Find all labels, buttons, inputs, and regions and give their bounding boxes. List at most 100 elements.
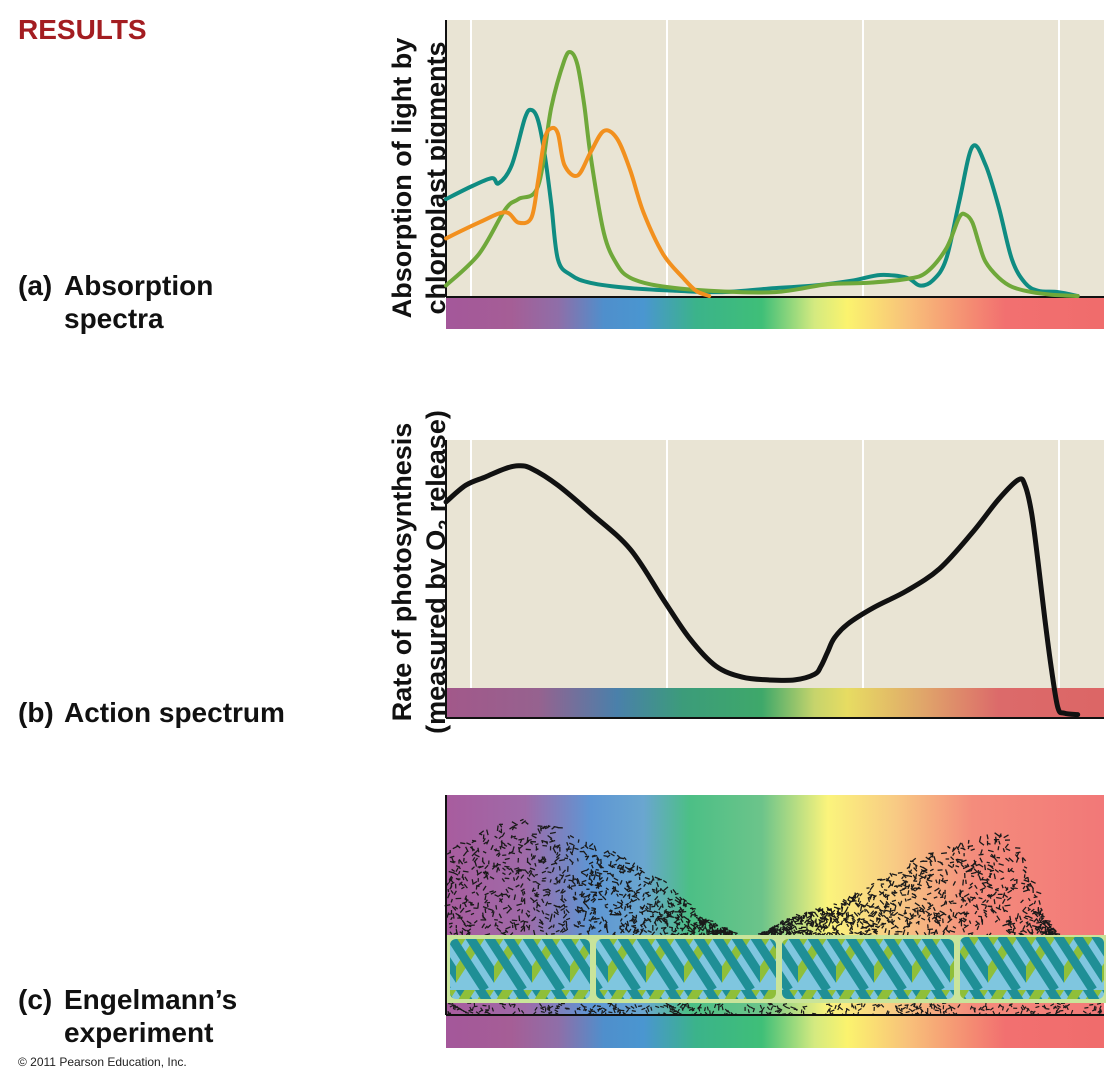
bacterium — [968, 885, 973, 890]
bacterium — [641, 1007, 646, 1011]
bacterium — [935, 915, 938, 921]
bacterium — [540, 1007, 545, 1011]
bacterium — [911, 1009, 916, 1013]
bacterium — [477, 902, 480, 909]
bacterium — [947, 918, 953, 924]
bacterium — [653, 900, 657, 907]
bacterium — [994, 919, 999, 923]
bacterium — [698, 923, 703, 927]
bacterium — [542, 877, 547, 880]
bacterium — [628, 868, 635, 872]
bacterium — [509, 932, 514, 936]
bacterium — [906, 931, 909, 936]
bacterium — [1098, 1005, 1102, 1010]
bacterium — [526, 877, 531, 882]
bacterium — [532, 929, 536, 936]
bacterium — [478, 830, 485, 835]
panel-a-line2: spectra — [64, 303, 164, 334]
bacterium — [520, 874, 525, 879]
bacterium — [986, 861, 990, 864]
bacterium — [709, 920, 714, 923]
bacterium — [650, 878, 654, 884]
bacterium — [505, 926, 511, 930]
bacterium — [907, 898, 912, 901]
bacterium — [1040, 930, 1044, 934]
bacterium — [883, 893, 887, 898]
bacterium — [513, 837, 518, 840]
bacterium — [650, 1006, 653, 1011]
bacterium — [947, 1006, 952, 1010]
bacterium — [674, 899, 681, 904]
bacterium — [872, 1003, 877, 1006]
bacterium — [718, 929, 722, 933]
bacterium — [459, 907, 465, 914]
bacterium — [620, 902, 623, 907]
bacterium — [537, 903, 541, 908]
bacterium — [870, 882, 875, 886]
bacterium — [580, 1003, 585, 1008]
bacterium — [877, 925, 881, 929]
bacterium — [634, 926, 637, 931]
bacterium — [455, 912, 462, 917]
bacterium — [583, 1009, 588, 1011]
bacterium — [888, 909, 895, 913]
bacterium — [898, 1007, 902, 1012]
bacterium — [849, 926, 853, 931]
bacterium — [458, 881, 463, 886]
bacterium — [500, 932, 507, 936]
bacterium — [631, 1010, 636, 1012]
bacterium — [963, 912, 970, 916]
bacterium — [939, 861, 944, 866]
bacterium — [953, 912, 959, 918]
bacterium — [846, 923, 850, 928]
bacterium — [989, 855, 995, 859]
bacterium — [515, 875, 520, 881]
bacterium — [471, 840, 476, 844]
bacterium — [881, 891, 886, 897]
bacterium — [873, 930, 878, 935]
bacterium — [619, 923, 625, 928]
bacterium — [1001, 1006, 1005, 1011]
bacterium — [921, 917, 926, 921]
bacterium — [1044, 921, 1051, 924]
bacterium — [778, 1007, 783, 1011]
bacterium — [941, 877, 944, 881]
bacterium — [686, 924, 690, 928]
bacterium — [464, 861, 468, 864]
bacterium — [531, 834, 537, 839]
bacterium — [687, 918, 690, 923]
bacterium — [451, 857, 455, 862]
bacterium — [986, 877, 990, 881]
bacterium — [805, 922, 810, 926]
bacterium — [818, 932, 822, 936]
bacterium — [706, 1006, 709, 1011]
bacterium — [555, 889, 561, 893]
bacterium — [1023, 916, 1029, 920]
bacterium — [608, 910, 613, 913]
bacterium — [1005, 887, 1009, 892]
bacterium — [915, 930, 919, 935]
bacterium — [633, 918, 637, 924]
bacterium — [686, 902, 692, 906]
bacterium — [592, 1004, 596, 1009]
bacterium — [1024, 876, 1028, 880]
bacterium — [544, 825, 551, 830]
bacterium — [973, 859, 977, 866]
bacterium — [663, 891, 667, 895]
bacterium — [711, 1010, 715, 1015]
bacterium — [626, 1007, 631, 1010]
bacterium — [930, 1004, 933, 1010]
bacterium — [658, 905, 663, 911]
bacterium — [540, 1010, 545, 1013]
bacterium — [872, 896, 876, 901]
bacterium — [851, 1004, 855, 1009]
bacterium — [596, 882, 602, 887]
bacterium — [534, 873, 538, 876]
bacterium — [1036, 891, 1042, 895]
bacterium — [663, 886, 669, 892]
bacterium — [859, 905, 863, 912]
bacterium — [454, 1005, 456, 1011]
bacterium — [614, 911, 618, 915]
bacterium — [577, 906, 582, 910]
bacterium — [1096, 1002, 1102, 1005]
